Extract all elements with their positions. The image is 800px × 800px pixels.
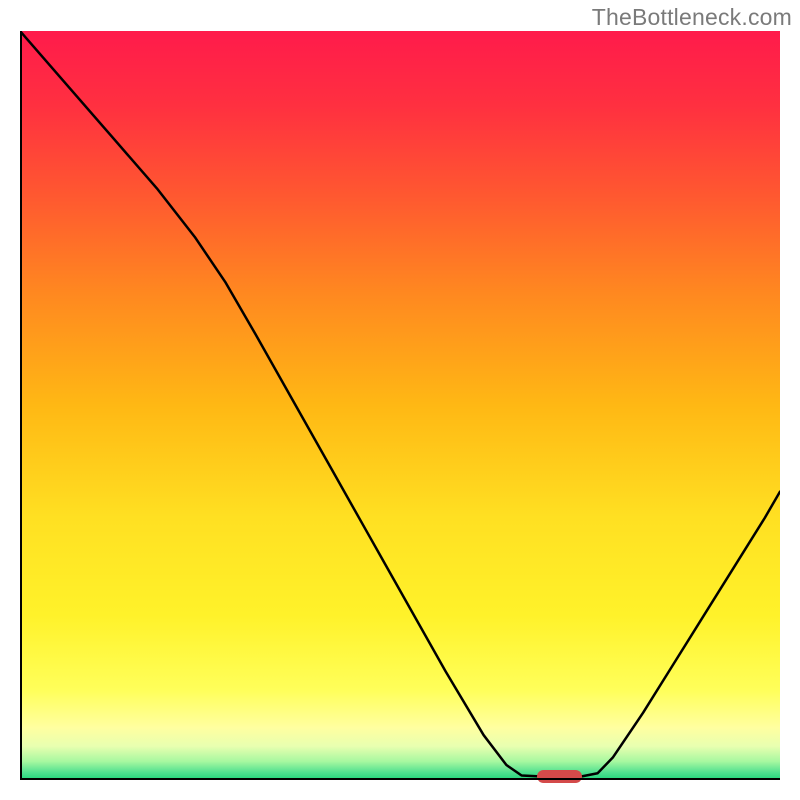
- watermark-text: TheBottleneck.com: [592, 4, 792, 31]
- plot-area: [20, 31, 780, 780]
- optimal-marker: [537, 770, 583, 783]
- chart-container: TheBottleneck.com: [0, 0, 800, 800]
- bottleneck-curve: [20, 31, 780, 780]
